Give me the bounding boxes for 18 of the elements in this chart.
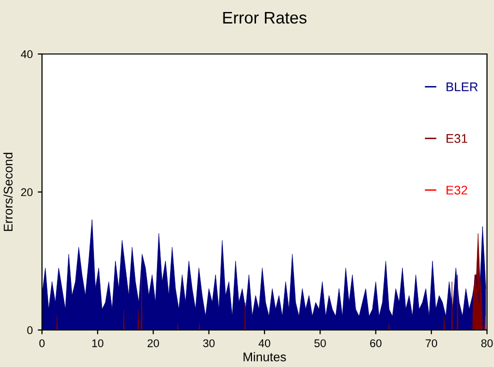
x-tick-label: 80: [481, 339, 493, 348]
chart-title: Error Rates: [223, 12, 307, 24]
x-tick-label: 10: [92, 339, 104, 348]
y-tick-label: 20: [21, 188, 33, 196]
x-tick-label: 70: [426, 339, 438, 348]
y-axis-title: Errors/Second: [3, 152, 13, 231]
legend-label: E32: [446, 186, 468, 195]
legend-label: E31: [446, 134, 468, 143]
x-tick-label: 20: [148, 339, 159, 348]
y-tick-label: 0: [27, 326, 33, 334]
y-tick-label: 40: [20, 50, 33, 58]
x-tick-label: 40: [258, 339, 270, 348]
x-tick-label: 30: [203, 339, 215, 348]
x-tick-label: 60: [370, 339, 382, 348]
x-axis-title: Minutes: [244, 352, 286, 362]
x-tick-label: 50: [314, 339, 326, 348]
x-tick-label: 0: [39, 339, 45, 348]
legend-label: BLER: [446, 82, 478, 92]
